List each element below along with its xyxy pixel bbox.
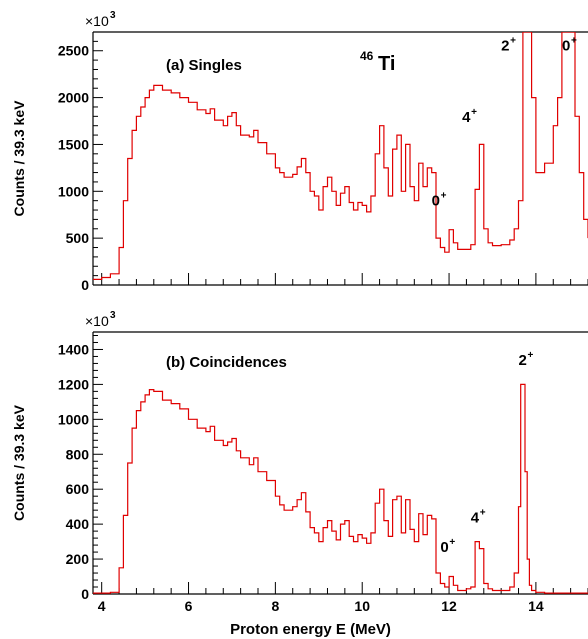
y-axis-title: Counts / 39.3 keV: [11, 404, 27, 521]
y-multiplier-label: ×10: [85, 13, 109, 29]
peak-label-superscript: +: [528, 350, 534, 361]
y-tick-label: 400: [66, 516, 90, 532]
y-tick-label: 2500: [58, 43, 89, 59]
y-multiplier-exponent: 3: [110, 10, 116, 21]
y-tick-label: 0: [81, 586, 89, 602]
y-tick-label: 200: [66, 551, 90, 567]
peak-label: 0: [562, 38, 570, 55]
y-tick-label: 2000: [58, 90, 89, 106]
peak-label-superscript: +: [449, 537, 455, 548]
x-tick-label: 4: [98, 598, 106, 614]
x-tick-label: 14: [528, 598, 544, 614]
peak-label: 4: [462, 109, 471, 126]
y-tick-label: 500: [66, 230, 90, 246]
peak-label-superscript: +: [480, 507, 486, 518]
peak-label: 0: [432, 192, 440, 209]
panel-title: (b) Coincidences: [166, 354, 287, 371]
x-tick-label: 10: [354, 598, 370, 614]
y-multiplier-label: ×10: [85, 313, 109, 329]
y-tick-label: 0: [81, 277, 89, 293]
panel-coincidences: 0 200 400 600 800 1000 1200 1400 4 6 8 10 12 14 ×10 3 Co…: [11, 310, 588, 638]
y-tick-label: 600: [66, 481, 90, 497]
histogram-series: [93, 32, 588, 280]
x-axis-title: Proton energy E (MeV): [230, 621, 391, 638]
y-tick-label: 1000: [58, 183, 89, 199]
peak-label: 0: [440, 539, 448, 556]
y-tick-label: 800: [66, 446, 90, 462]
x-tick-label: 6: [185, 598, 193, 614]
y-tick-label: 1200: [58, 376, 89, 392]
y-multiplier-exponent: 3: [110, 310, 116, 321]
peak-label-superscript: +: [471, 107, 477, 118]
histogram-series: [93, 383, 588, 594]
panel-title: (a) Singles: [166, 57, 242, 74]
peak-label-superscript: +: [510, 36, 516, 47]
y-axis-title: Counts / 39.3 keV: [11, 100, 27, 217]
panel-singles: 0 500 1000 1500 2000 2500 ×10 3 Counts / 39.3 ke…: [11, 10, 588, 293]
y-tick-label: 1000: [58, 411, 89, 427]
peak-label: 2: [519, 352, 527, 369]
y-tick-label: 1500: [58, 136, 89, 152]
peak-label: 4: [471, 509, 480, 526]
nucleus-symbol: Ti: [378, 53, 395, 75]
x-tick-label: 8: [271, 598, 279, 614]
peak-label-superscript: +: [441, 190, 447, 201]
y-tick-label: 1400: [58, 341, 89, 357]
nucleus-mass-number: 46: [360, 49, 374, 63]
x-tick-label: 12: [441, 598, 457, 614]
peak-label: 2: [501, 38, 509, 55]
peak-label-superscript: +: [571, 36, 577, 47]
